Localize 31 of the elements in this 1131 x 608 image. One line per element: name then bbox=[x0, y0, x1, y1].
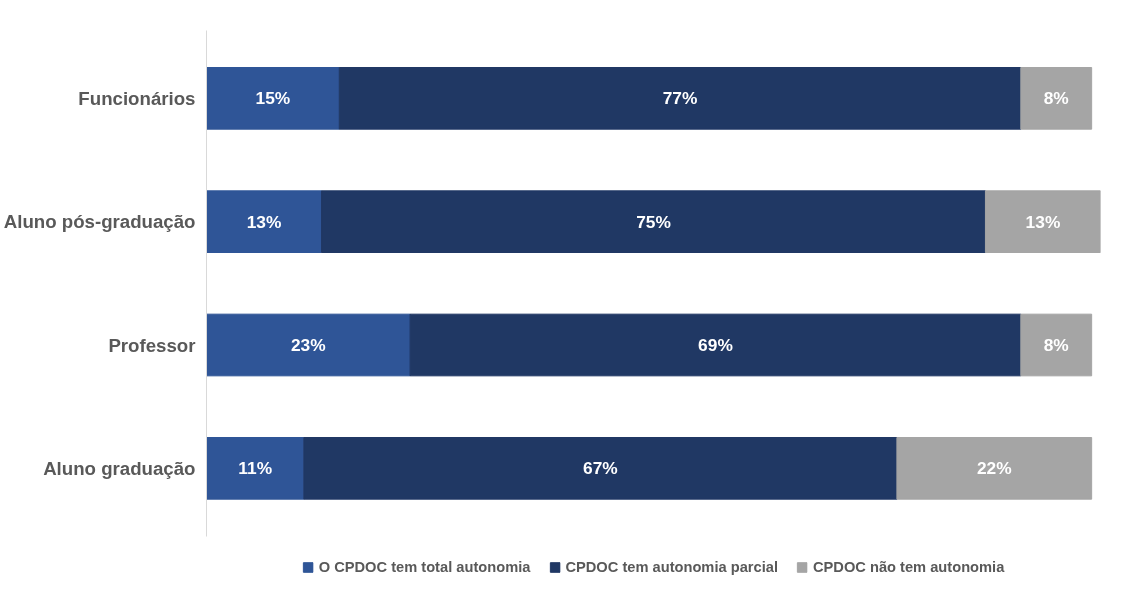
data-label: 67% bbox=[583, 458, 618, 479]
bar bbox=[206, 190, 323, 253]
data-label: 11% bbox=[238, 458, 273, 479]
data-label: 15% bbox=[255, 88, 291, 109]
data-label: 8% bbox=[1043, 335, 1069, 355]
data-label: 22% bbox=[976, 458, 1012, 479]
legend-label: O CPDOC tem total autonomia bbox=[318, 559, 531, 575]
y-tick-label: Professor bbox=[108, 334, 196, 356]
bar bbox=[303, 437, 898, 500]
y-tick-label: Aluno graduação bbox=[43, 457, 196, 479]
data-label: 8% bbox=[1043, 88, 1069, 109]
bar bbox=[338, 67, 1022, 130]
data-label: 13% bbox=[246, 211, 282, 232]
bar bbox=[1020, 67, 1093, 130]
legend-label: CPDOC tem autonomia parcial bbox=[565, 559, 778, 575]
data-label: 13% bbox=[1025, 211, 1061, 232]
bar bbox=[1020, 313, 1093, 377]
bar bbox=[321, 190, 986, 253]
y-tick-label: Aluno pós-graduação bbox=[3, 211, 196, 233]
bar bbox=[206, 437, 305, 500]
bar bbox=[896, 437, 1093, 500]
bar bbox=[206, 313, 411, 377]
data-label: 77% bbox=[662, 88, 698, 109]
data-label: 23% bbox=[290, 335, 326, 355]
bar bbox=[206, 67, 340, 130]
bar bbox=[984, 190, 1101, 253]
y-tick-label: Funcionários bbox=[78, 87, 196, 109]
bar bbox=[409, 313, 1022, 377]
data-label: 75% bbox=[636, 211, 671, 232]
data-label: 69% bbox=[698, 335, 733, 355]
legend-label: CPDOC não tem autonomia bbox=[812, 559, 1005, 575]
